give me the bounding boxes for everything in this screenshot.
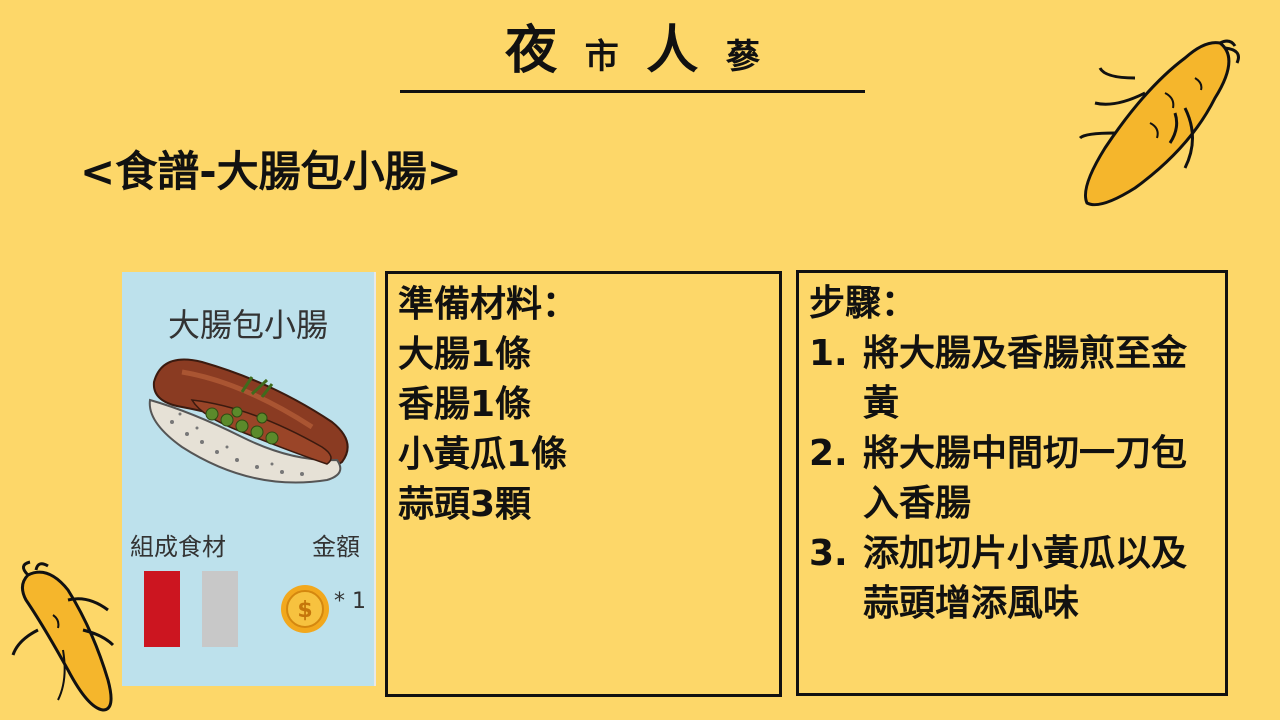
ingredient-item: 小黃瓜1條 — [398, 434, 568, 475]
steps-box: 步驟： 1. 將大腸及香腸煎至金黃 2. 將大腸中間切一刀包入香腸 3. 添加切… — [796, 270, 1228, 696]
step-text: 添加切片小黃瓜以及蒜頭增添風味 — [863, 533, 1188, 624]
ingredient-swatch — [202, 571, 238, 647]
title-char: 人 — [646, 21, 699, 81]
step-text: 將大腸中間切一刀包入香腸 — [863, 433, 1188, 524]
step-item: 3. 添加切片小黃瓜以及蒜頭增添風味 — [809, 529, 1215, 629]
ingredient-swatch — [144, 571, 180, 647]
steps-heading: 步驟： — [809, 283, 918, 324]
title-char: 蔘 — [725, 37, 760, 77]
quantity-label: * 1 — [334, 589, 366, 614]
ingredients-heading: 準備材料： — [398, 284, 579, 325]
step-number: 2. — [809, 433, 848, 474]
title-underline — [400, 90, 865, 93]
recipe-subtitle: <食譜-大腸包小腸> — [80, 147, 462, 196]
step-item: 2. 將大腸中間切一刀包入香腸 — [809, 429, 1215, 529]
ingredient-item: 大腸1條 — [398, 334, 532, 375]
step-number: 1. — [809, 333, 848, 374]
dish-card: 大腸包小腸 組成食材 金額 $ * 1 — [122, 272, 376, 686]
step-text: 將大腸及香腸煎至金黃 — [863, 333, 1188, 424]
sausage-in-bun-image — [148, 358, 349, 484]
title-char: 夜 — [505, 21, 558, 81]
step-item: 1. 將大腸及香腸煎至金黃 — [809, 329, 1215, 429]
ingredients-box: 準備材料： 大腸1條 香腸1條 小黃瓜1條 蒜頭3顆 — [385, 271, 782, 697]
title-char: 市 — [584, 37, 619, 77]
ginseng-icon — [11, 560, 115, 712]
dish-card-title: 大腸包小腸 — [167, 306, 328, 344]
price-label: 金額 — [312, 533, 360, 561]
ginseng-icon — [1078, 39, 1240, 207]
svg-text:$: $ — [297, 598, 312, 623]
page-title: 夜 市 人 蔘 — [400, 8, 865, 88]
step-number: 3. — [809, 533, 848, 574]
ingredients-label: 組成食材 — [130, 533, 226, 561]
ingredient-item: 香腸1條 — [398, 384, 532, 425]
ingredient-item: 蒜頭3顆 — [398, 484, 532, 525]
dollar-coin-icon: $ — [281, 585, 329, 633]
